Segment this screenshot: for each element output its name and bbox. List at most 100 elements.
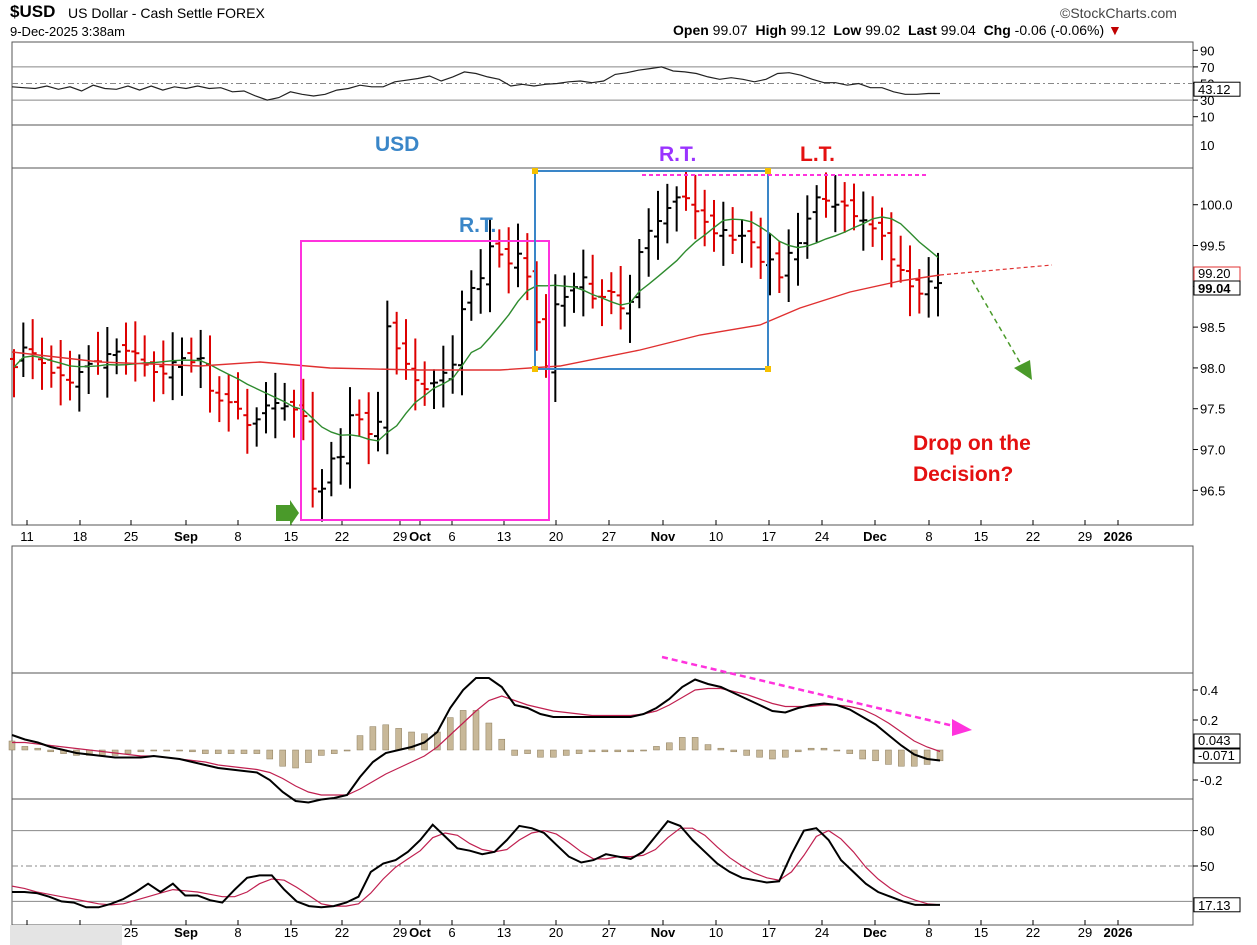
x-tick-label: Dec: [863, 925, 887, 940]
stockcharts-logo[interactable]: ©StockCharts.com: [1060, 5, 1177, 21]
macd-histogram-bar: [730, 749, 738, 753]
price-bar: [514, 223, 522, 288]
price-bar: [420, 361, 429, 406]
macd-histogram-bar: [678, 737, 686, 751]
symbol-label: $USD: [10, 2, 56, 21]
high-value: 99.12: [790, 22, 826, 38]
x-tick-label: 17: [762, 925, 776, 940]
sma-long-line: [11, 274, 941, 371]
rsi-tick-label: 10: [1200, 110, 1214, 125]
chart-header: $USD US Dollar - Cash Settle FOREX 9-Dec…: [0, 0, 1257, 42]
macd-tick-label: -0.2: [1200, 773, 1222, 788]
macd-tick-label: 0.4: [1200, 683, 1218, 698]
macd-histogram-bar: [214, 749, 222, 754]
price-bar: [206, 335, 214, 413]
price-bar: [262, 382, 270, 434]
x-tick-label: 25: [124, 529, 138, 544]
magenta-dotted-arrow: [661, 655, 959, 729]
x-tick-label: 24: [815, 925, 829, 940]
macd-histogram-bar: [833, 749, 841, 752]
green-dashed-arrow: [971, 279, 1023, 367]
price-bar: [822, 172, 830, 218]
macd-histogram-bar: [137, 749, 145, 753]
blue-box-handle: [532, 168, 538, 174]
panel-frame: [11, 545, 1194, 674]
x-tick-label: 17: [762, 529, 776, 544]
price-bar: [803, 195, 812, 259]
blue-box-handle: [532, 366, 538, 372]
x-axis: 11 18 25 Sep 8 15 22 29 Oct 6 13 20 27 Nov 10 17 24 Dec 8 1…: [20, 520, 1132, 940]
panel-frame: [11, 672, 1194, 800]
price-sma-last-label: 99.20: [1198, 266, 1231, 281]
x-tick-label: 8: [234, 925, 241, 940]
x-tick-label: 22: [335, 925, 349, 940]
price-bar: [467, 270, 476, 321]
macd-histogram-bar: [756, 749, 763, 758]
price-bar: [439, 345, 448, 408]
lt-label: L.T.: [800, 143, 835, 166]
macd-histogram-bar: [627, 749, 634, 753]
open-value: 99.07: [712, 22, 748, 38]
low-value: 99.02: [865, 22, 901, 38]
x-tick-label: 2026: [1104, 925, 1133, 940]
price-bar: [784, 229, 793, 302]
price-panel: 100.099.599.098.598.097.597.096.51099.20…: [10, 138, 1241, 522]
price-bar: [392, 311, 401, 375]
macd-histogram-bar: [923, 749, 931, 765]
macd-histogram-bar: [395, 728, 402, 751]
price-bar: [523, 233, 532, 301]
price-bar: [579, 249, 588, 317]
price-bar: [663, 183, 672, 244]
price-bar: [859, 191, 868, 251]
macd-histogram-bar: [537, 749, 544, 758]
macd-line: [11, 677, 941, 804]
macd-histogram-bar: [176, 749, 183, 752]
x-tick-label: Oct: [409, 925, 431, 940]
macd-histogram-bar: [936, 749, 944, 762]
price-bar: [700, 189, 709, 247]
price-bar: [607, 272, 616, 315]
price-tick-label: 10: [1200, 138, 1214, 153]
macd-histogram-bar: [446, 717, 454, 751]
price-bar: [924, 257, 933, 318]
macd-histogram-bar: [47, 749, 54, 753]
stoch-last-label: 17.13: [1198, 898, 1231, 913]
price-tick-label: 97.0: [1200, 443, 1225, 458]
price-bar: [626, 274, 634, 343]
rt-label-blue: R.T.: [459, 214, 496, 237]
x-tick-label: Nov: [651, 925, 676, 940]
macd-histogram-bar: [408, 731, 415, 751]
x-tick-label: Dec: [863, 529, 887, 544]
price-bar: [19, 322, 28, 378]
stoch-d-line: [11, 827, 941, 907]
macd-histogram-bar: [253, 749, 261, 754]
macd-panel: 0.4 0.2 -0.2 0.043-0.071: [8, 677, 1241, 804]
x-tick-label: 8: [925, 529, 932, 544]
macd-last-label: 0.043: [1198, 733, 1231, 748]
price-bar: [355, 399, 364, 437]
price-bar: [738, 219, 746, 264]
macd-histogram-bar: [898, 749, 905, 767]
x-tick-label: 29: [1078, 925, 1092, 940]
price-bar: [290, 389, 298, 438]
price-bar: [402, 319, 410, 380]
macd-histogram-bar: [227, 749, 235, 754]
usd-title: USD: [375, 133, 419, 156]
price-bar: [560, 275, 569, 327]
macd-histogram-bar: [485, 722, 493, 751]
price-bar: [831, 175, 840, 233]
x-tick-label: 24: [815, 529, 829, 544]
x-tick-label: 6: [448, 529, 455, 544]
price-bar: [672, 186, 681, 232]
chg-label: Chg: [983, 22, 1011, 38]
x-tick-label: 15: [284, 925, 298, 940]
macd-histogram-bar: [292, 749, 299, 769]
rsi-line: [11, 66, 940, 101]
macd-histogram-bar: [202, 749, 209, 754]
macd-histogram-bar: [885, 749, 892, 765]
x-tick-label: Nov: [651, 529, 676, 544]
sma-long-projection: [939, 264, 1053, 276]
green-arrow-icon: [276, 500, 299, 526]
price-bar: [374, 391, 382, 452]
